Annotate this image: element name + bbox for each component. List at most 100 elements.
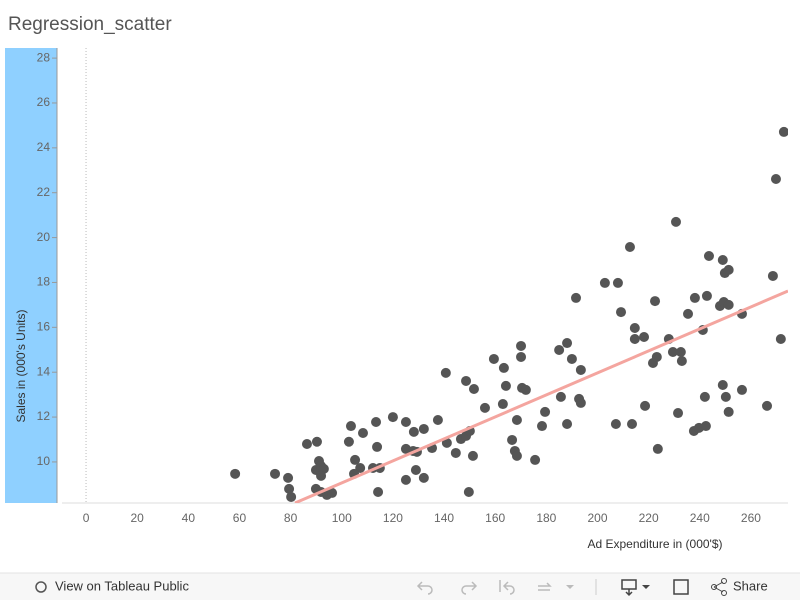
point [629, 323, 640, 333]
view-link[interactable]: View on Tableau Public [35, 578, 189, 593]
refresh-button[interactable] [538, 582, 552, 591]
point [511, 414, 522, 425]
x-tick-label: 220 [639, 511, 659, 525]
revert-button[interactable] [499, 580, 515, 595]
y-tick-label: 10 [37, 454, 51, 468]
point [700, 421, 711, 432]
undo-button[interactable] [416, 581, 433, 595]
y-tick-label: 28 [37, 50, 51, 64]
download-menu[interactable] [642, 585, 650, 589]
trend-line [294, 289, 788, 503]
share-icon-node [721, 578, 727, 584]
point [432, 414, 443, 425]
y-axis-highlight [5, 48, 57, 503]
point [301, 438, 312, 449]
point [468, 384, 479, 395]
point [373, 487, 384, 498]
point [311, 436, 322, 447]
x-tick-label: 80 [284, 511, 298, 525]
x-tick-label: 120 [383, 511, 403, 525]
point [627, 419, 638, 430]
toolbar: View on Tableau Public Share [0, 572, 800, 600]
point [555, 391, 566, 402]
download-button[interactable] [621, 579, 637, 597]
point [723, 264, 734, 275]
point [667, 347, 678, 358]
point [612, 277, 623, 288]
point [610, 419, 621, 430]
point [689, 292, 700, 303]
point [327, 487, 338, 498]
point [720, 391, 731, 402]
point [286, 491, 297, 502]
point [461, 375, 472, 386]
point [723, 406, 734, 417]
point [408, 426, 419, 437]
point [498, 362, 509, 373]
fullscreen-button[interactable] [673, 579, 689, 595]
point [283, 472, 294, 483]
share-icon [713, 581, 724, 593]
point [463, 487, 474, 498]
point [530, 454, 541, 465]
point [507, 434, 518, 445]
point [372, 441, 383, 452]
point [703, 250, 714, 261]
x-tick-label: 180 [536, 511, 556, 525]
point [624, 242, 635, 253]
x-tick-label: 40 [182, 511, 196, 525]
point [562, 419, 573, 430]
x-tick-label: 20 [131, 511, 145, 525]
x-tick-label: 60 [233, 511, 247, 525]
point [767, 270, 778, 281]
point [778, 126, 788, 137]
point [571, 292, 582, 303]
point [650, 296, 661, 307]
x-axis-title: Ad Expenditure in (000'$) [587, 537, 722, 551]
x-tick-label: 200 [587, 511, 607, 525]
point [479, 402, 490, 413]
point [599, 277, 610, 288]
point [520, 384, 531, 395]
point [775, 333, 786, 344]
point [316, 470, 327, 481]
y-tick-label: 12 [37, 409, 51, 423]
share-text[interactable]: Share [733, 578, 768, 593]
point [345, 421, 356, 432]
x-tick-label: 0 [83, 511, 90, 525]
point [467, 450, 478, 461]
point [540, 406, 551, 417]
view-link-text[interactable]: View on Tableau Public [55, 578, 189, 593]
point [343, 436, 354, 447]
point [516, 351, 527, 362]
y-tick-label: 16 [37, 319, 51, 333]
point [230, 468, 241, 479]
tableau-icon [35, 581, 47, 593]
share-button[interactable]: Share [711, 578, 768, 596]
point [387, 412, 398, 423]
point [762, 400, 773, 411]
share-icon-node [721, 590, 727, 596]
refresh-menu[interactable] [566, 585, 574, 589]
point [410, 465, 421, 476]
y-axis-title: Sales in (000's Units) [14, 309, 28, 422]
point [770, 174, 781, 185]
point [629, 333, 640, 344]
point [536, 421, 547, 432]
point [683, 308, 694, 319]
x-tick-label: 100 [332, 511, 352, 525]
point [616, 307, 627, 318]
point [284, 483, 295, 494]
point [418, 423, 429, 434]
point [488, 353, 499, 364]
point [554, 344, 565, 355]
x-tick-label: 240 [690, 511, 710, 525]
x-tick-label: 260 [741, 511, 761, 525]
point [699, 391, 710, 402]
x-tick-label: 160 [485, 511, 505, 525]
point [450, 447, 461, 458]
x-tick-label: 140 [434, 511, 454, 525]
point [640, 400, 651, 411]
redo-button[interactable] [461, 581, 478, 595]
